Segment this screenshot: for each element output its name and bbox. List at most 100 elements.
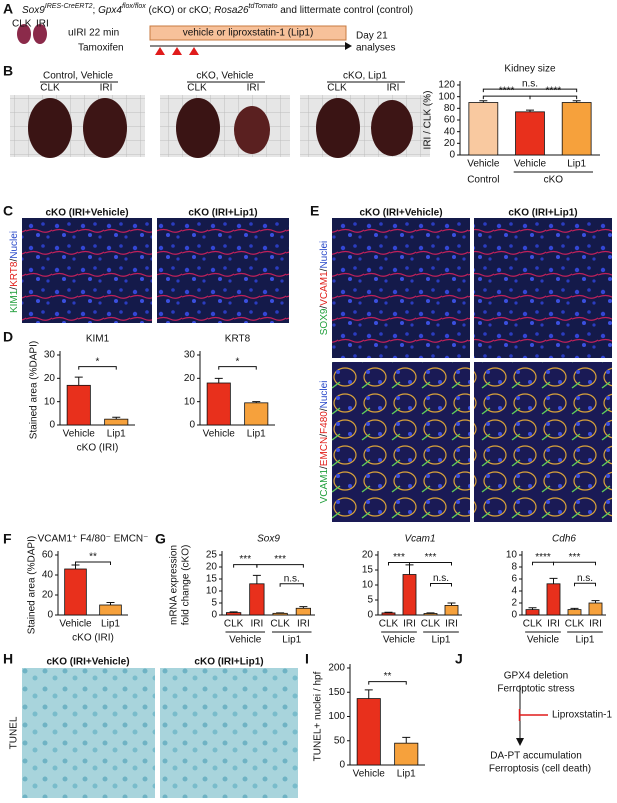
sig-label: *** [425, 552, 437, 563]
sig-bracket [78, 366, 117, 370]
y-tick-label: 0 [49, 420, 55, 431]
group-label: Vehicle [527, 635, 560, 646]
x-tick-label: IRI [403, 619, 416, 630]
stain-name: VCAM1 [319, 469, 330, 504]
bar [515, 111, 545, 156]
separator: / [319, 268, 330, 271]
bar [244, 402, 269, 426]
sig-label: *** [239, 554, 251, 565]
error-bar [384, 611, 393, 613]
bar [104, 418, 129, 426]
stain-name: KRT8 [9, 261, 20, 287]
bar [64, 568, 87, 616]
chart-title: VCAM1⁺ F4/80⁻ EMCN⁻ [38, 534, 149, 545]
y-axis-label: Stained area (%DAPI) [27, 536, 38, 634]
stain-name: EMCN [319, 437, 330, 466]
panel-letter: A [3, 1, 13, 17]
group-label: Lip1 [282, 635, 301, 646]
sig-bracket [75, 561, 111, 565]
sig-bracket [368, 681, 407, 685]
header-part: (cKO) or cKO; [146, 5, 214, 16]
label: CLK [327, 83, 347, 94]
y-tick-label: 0 [189, 420, 195, 431]
error-bar [426, 612, 435, 614]
error-bar [364, 689, 373, 699]
y-tick-label: 40 [42, 570, 54, 581]
separator: / [9, 259, 20, 262]
y-tick-label: 100 [328, 711, 345, 722]
bar [381, 612, 396, 616]
y-axis-label: TUNEL+ nuclei / hpf [313, 671, 324, 761]
label: cKO (IRI+Vehicle) [359, 208, 442, 219]
x-tick-label: Vehicle [203, 429, 236, 440]
label: cKO (IRI+Lip1) [188, 208, 257, 219]
label: Day 21 [356, 31, 388, 42]
y-tick-label: 0 [211, 610, 217, 621]
error-bar [71, 564, 80, 569]
y-tick-label: 4 [511, 586, 517, 597]
sig-label: n.s. [433, 573, 449, 584]
sig-bracket [529, 95, 578, 100]
label: cKO (IRI+Lip1) [508, 208, 577, 219]
x-tick-label: CLK [224, 619, 244, 630]
stain-name: Nuclei [319, 381, 330, 409]
y-tick-label: 20 [42, 590, 54, 601]
chart-title: Vcam1 [404, 534, 435, 545]
bar [423, 613, 438, 616]
x-tick-label: Lip1 [101, 619, 120, 630]
sig-label: n.s. [284, 573, 300, 584]
y-tick-label: 60 [444, 115, 456, 126]
y-tick-label: 30 [184, 350, 196, 361]
x-tick-label: IRI [445, 619, 458, 630]
x-tick-label: CLK [270, 619, 290, 630]
y-tick-label: 60 [42, 550, 54, 561]
x-tick-label: IRI [589, 619, 602, 630]
chart-title: KRT8 [225, 334, 251, 345]
kidney-icon [33, 24, 47, 44]
y-tick-label: 10 [506, 550, 518, 561]
x-tick-label: CLK [421, 619, 441, 630]
stain-label: VCAM1/EMCN/F480/Nuclei [319, 381, 330, 504]
error-bar [252, 574, 261, 584]
error-bar [479, 100, 488, 103]
label: mRNA expression [169, 545, 180, 625]
x-axis-label: cKO (IRI) [77, 443, 119, 454]
label: cKO (IRI+Vehicle) [46, 657, 129, 668]
error-bar [252, 401, 261, 403]
label: CLK [40, 83, 60, 94]
label: Ferroptotic stress [497, 684, 574, 695]
x-tick-label: IRI [250, 619, 263, 630]
micrographs [22, 218, 612, 798]
header-part: IRES-CreERT2 [45, 3, 93, 10]
x-tick-label: Lip1 [567, 159, 586, 170]
panel-letter: E [310, 203, 319, 219]
bar [206, 382, 231, 426]
x-tick-label: Vehicle [353, 769, 386, 780]
label: cKO (IRI+Vehicle) [45, 208, 128, 219]
bar [99, 604, 122, 616]
treatment-bar [149, 25, 347, 41]
bar [66, 384, 91, 426]
separator: / [319, 466, 330, 469]
label: IRI [387, 83, 400, 94]
bar [272, 612, 288, 616]
y-tick-label: 6 [511, 574, 517, 585]
stain-name: SOX9 [319, 308, 330, 335]
header-part: Sox9 [22, 5, 45, 16]
x-tick-label: CLK [523, 619, 543, 630]
bar [468, 102, 499, 156]
y-tick-label: 0 [367, 610, 373, 621]
x-tick-label: IRI [297, 619, 310, 630]
bar [356, 698, 381, 766]
sig-label: *** [274, 554, 286, 565]
chart-title: KIM1 [86, 334, 110, 345]
label: uIRI 22 min [68, 28, 119, 39]
sig-label: ** [384, 671, 392, 682]
header-part: Rosa26 [214, 5, 249, 16]
sig-bracket [574, 582, 596, 587]
y-tick-label: 15 [362, 565, 374, 576]
label: cKO (IRI+Lip1) [194, 657, 263, 668]
header-part: and littermate control (control) [277, 5, 413, 16]
sig-bracket [409, 562, 452, 566]
y-tick-label: 20 [206, 562, 218, 573]
